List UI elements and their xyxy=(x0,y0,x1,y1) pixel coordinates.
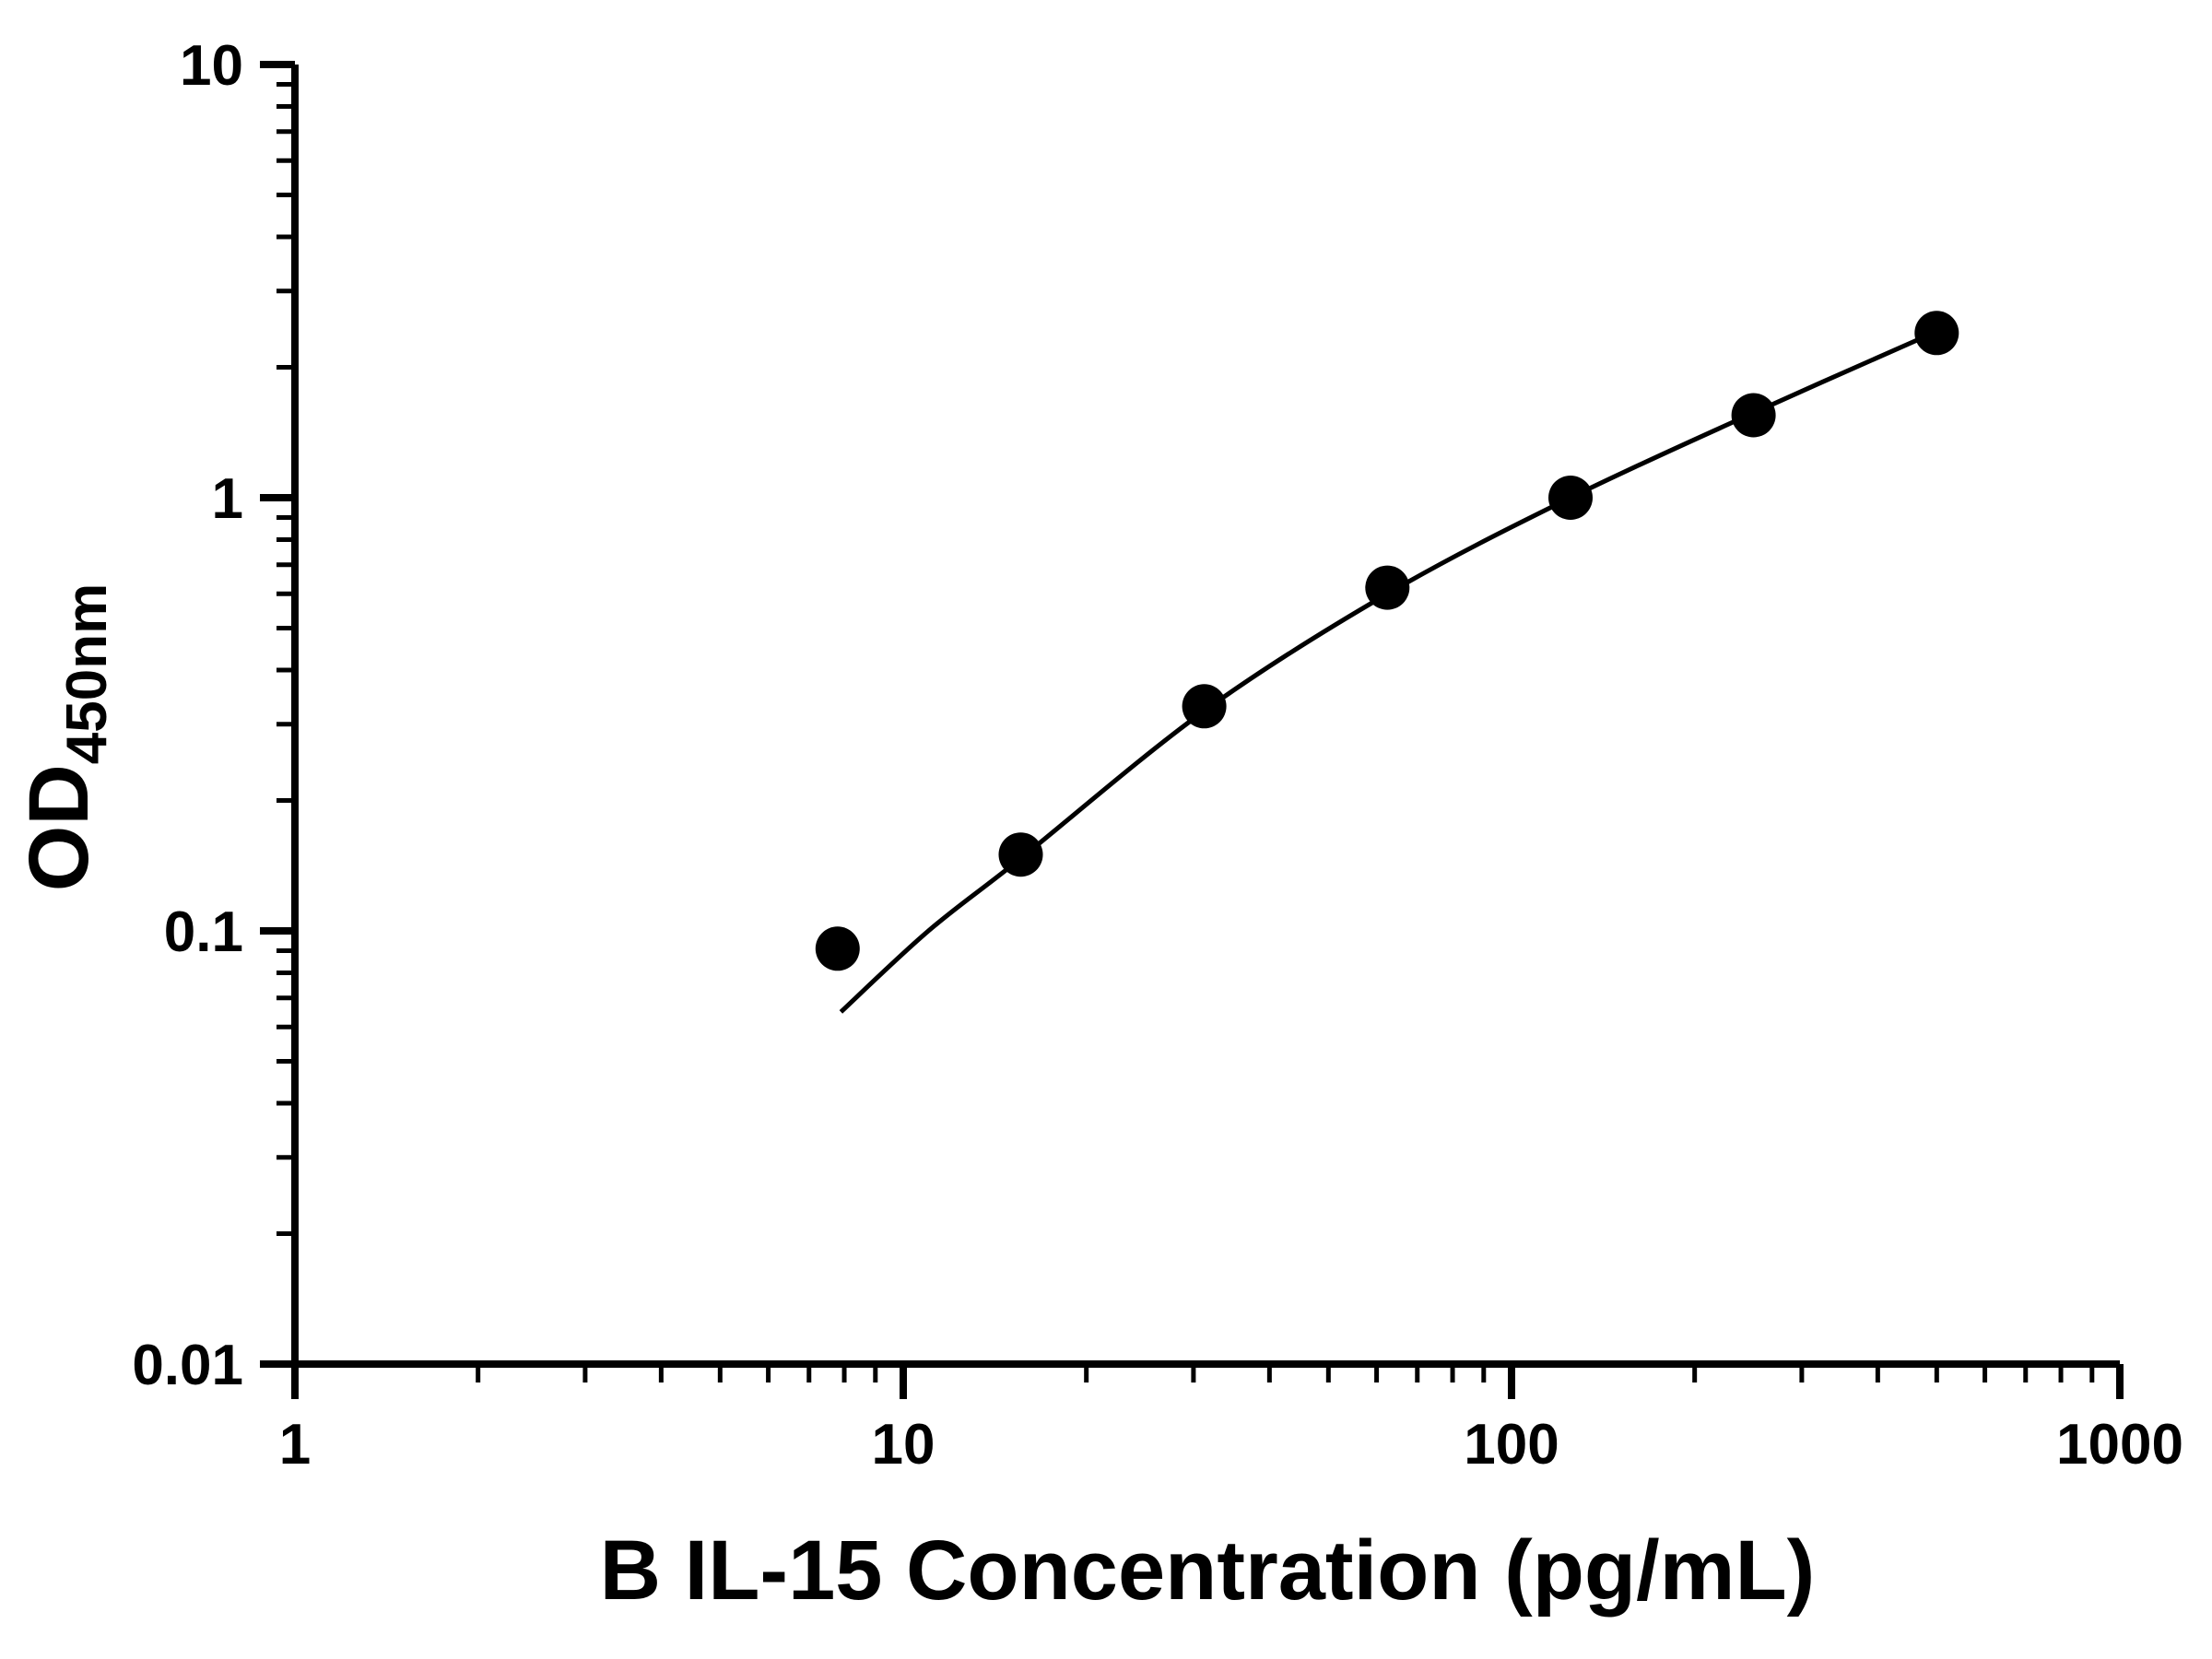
data-point xyxy=(1182,684,1227,729)
x-axis-label: B IL-15 Concentration (pg/mL) xyxy=(600,1524,1816,1618)
data-point xyxy=(1731,393,1776,438)
data-point xyxy=(1914,311,1959,356)
axes: 1 10 100 1000 0.01 0.1 1 10 xyxy=(132,34,2183,1477)
y-tick-label: 0.01 xyxy=(132,1334,243,1397)
data-point xyxy=(1548,476,1593,520)
data-point xyxy=(998,832,1043,877)
x-tick-label: 10 xyxy=(872,1413,935,1477)
y-axis-label: OD450nm xyxy=(12,583,119,891)
data-series xyxy=(815,311,1959,1014)
x-tick-label: 1000 xyxy=(2056,1413,2183,1477)
x-tick-label: 1 xyxy=(279,1413,311,1477)
y-tick-label: 10 xyxy=(180,34,243,98)
y-tick-label: 0.1 xyxy=(164,900,243,964)
data-point xyxy=(815,926,860,971)
x-tick-label: 100 xyxy=(1464,1413,1559,1477)
data-point xyxy=(1365,565,1410,610)
y-tick-label: 1 xyxy=(212,467,243,531)
y-axis-label-base: OD xyxy=(12,764,106,891)
fit-curve xyxy=(839,329,1938,1014)
y-axis-label-subscript: 450nm xyxy=(55,583,119,764)
